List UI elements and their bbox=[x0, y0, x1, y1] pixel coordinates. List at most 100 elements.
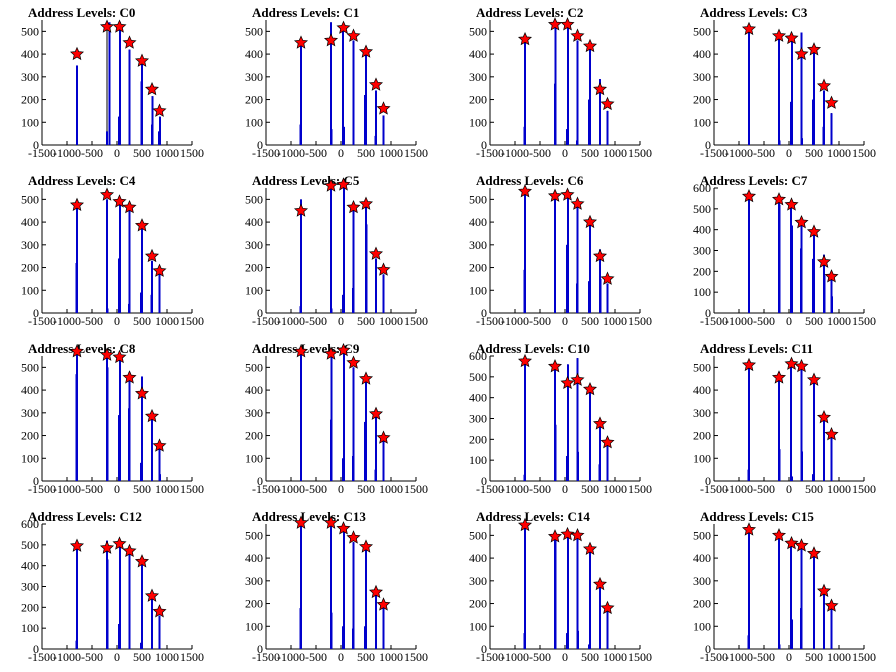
y-tick-label: 100 bbox=[693, 285, 711, 299]
histogram-bar bbox=[382, 440, 385, 481]
star-marker bbox=[570, 28, 585, 42]
x-tick-label: -500 bbox=[529, 650, 551, 664]
histogram-bar bbox=[330, 129, 333, 145]
star-marker bbox=[346, 530, 361, 544]
star-marker bbox=[592, 416, 608, 430]
histogram-bar bbox=[382, 608, 385, 649]
panel-c4: Address Levels: C40100200300400500-1500-… bbox=[21, 173, 204, 328]
histogram-bar bbox=[330, 356, 333, 481]
x-tick-label: -1000 bbox=[725, 146, 753, 160]
star-marker bbox=[517, 353, 533, 368]
star-marker bbox=[794, 46, 809, 61]
star-marker bbox=[794, 538, 809, 552]
histogram-bar bbox=[813, 555, 815, 649]
x-tick-label: -1000 bbox=[277, 146, 305, 160]
panel-title: Address Levels: C14 bbox=[476, 509, 590, 524]
panel-c11: Address Levels: C11 0 100 200 300 400 500 -1500… bbox=[693, 341, 876, 496]
x-tick-label: 1500 bbox=[404, 146, 428, 160]
x-tick-label: 500 bbox=[805, 314, 823, 328]
histogram-bar bbox=[791, 225, 793, 313]
x-tick-label: 500 bbox=[581, 650, 599, 664]
histogram-bar bbox=[523, 474, 526, 481]
y-tick-label: 400 bbox=[245, 551, 263, 565]
x-tick-label: 1000 bbox=[155, 146, 179, 160]
histogram-bar bbox=[830, 608, 833, 649]
panel-title: Address Levels: C3 bbox=[700, 5, 808, 20]
panel-c9: Address Levels: C90100200300400500-1500-… bbox=[245, 341, 428, 496]
histogram-bar bbox=[791, 476, 793, 481]
x-tick-label: -1000 bbox=[725, 482, 753, 496]
histogram-bar bbox=[352, 542, 355, 649]
y-tick-label: 500 bbox=[693, 528, 711, 542]
x-tick-label: -1000 bbox=[501, 482, 529, 496]
y-tick-label: 0 bbox=[257, 138, 263, 152]
histogram-bar bbox=[352, 40, 355, 145]
star-marker bbox=[824, 598, 839, 612]
star-marker bbox=[122, 370, 137, 384]
x-tick-label: 1000 bbox=[379, 314, 403, 328]
x-tick-label: -500 bbox=[305, 482, 327, 496]
star-marker bbox=[323, 346, 339, 360]
x-tick-label: -1000 bbox=[725, 650, 753, 664]
y-tick-label: 0 bbox=[33, 642, 39, 656]
panel-title: Address Levels: C0 bbox=[28, 5, 135, 20]
star-marker bbox=[134, 53, 150, 67]
y-tick-label: 300 bbox=[245, 574, 263, 588]
histogram-bar bbox=[141, 58, 143, 145]
histogram-bar bbox=[576, 40, 579, 145]
histogram-bar bbox=[778, 449, 781, 481]
y-tick-label: 500 bbox=[693, 24, 711, 38]
histogram-bar bbox=[330, 612, 333, 649]
y-tick-label: 300 bbox=[469, 574, 487, 588]
x-tick-label: 0 bbox=[786, 146, 792, 160]
histogram-bar bbox=[778, 533, 780, 649]
histogram-bar bbox=[119, 360, 121, 481]
star-marker bbox=[152, 103, 167, 117]
y-tick-label: 500 bbox=[693, 202, 711, 216]
y-tick-label: 500 bbox=[245, 360, 263, 374]
histogram-bar bbox=[800, 32, 803, 145]
panel-title: Address Levels: C15 bbox=[700, 509, 814, 524]
x-tick-label: 1000 bbox=[379, 482, 403, 496]
star-marker bbox=[582, 214, 598, 229]
x-tick-label: -1500 bbox=[476, 482, 504, 496]
y-tick-label: 200 bbox=[693, 429, 711, 443]
histogram-bar bbox=[813, 229, 815, 313]
x-tick-label: 1000 bbox=[379, 650, 403, 664]
x-tick-label: 500 bbox=[805, 146, 823, 160]
y-tick-label: 300 bbox=[21, 70, 39, 84]
histogram-bar bbox=[128, 49, 131, 145]
histogram-bar bbox=[778, 371, 780, 481]
histogram-bar bbox=[365, 381, 367, 481]
x-tick-label: 1000 bbox=[827, 146, 851, 160]
histogram-bar bbox=[299, 306, 302, 313]
star-marker bbox=[806, 42, 822, 56]
panel-c3: Address Levels: C30100200300400500-1500-… bbox=[693, 5, 876, 160]
histogram-bar bbox=[158, 442, 161, 481]
panel-c7: Address Levels: C7 0 100 200 300 400 500 600 -15… bbox=[693, 173, 876, 328]
star-marker bbox=[816, 583, 832, 598]
histogram-bar bbox=[823, 275, 826, 313]
star-marker bbox=[600, 271, 615, 285]
histogram-bar bbox=[76, 203, 78, 313]
star-marker bbox=[376, 430, 391, 444]
histogram-bar bbox=[791, 35, 793, 146]
star-marker bbox=[122, 199, 137, 214]
panel-c2: Address Levels: C20100200300400500-1500-… bbox=[469, 5, 652, 160]
y-tick-label: 100 bbox=[21, 451, 39, 465]
histogram-bar bbox=[300, 38, 302, 145]
y-tick-label: 400 bbox=[693, 47, 711, 61]
x-tick-label: -1000 bbox=[53, 482, 81, 496]
histogram-bar bbox=[567, 364, 569, 481]
y-tick-label: 100 bbox=[469, 619, 487, 633]
star-marker bbox=[144, 248, 160, 263]
star-marker bbox=[824, 427, 839, 441]
star-marker bbox=[547, 17, 563, 31]
y-tick-label: 0 bbox=[257, 306, 263, 320]
histogram-bar bbox=[576, 358, 579, 481]
star-marker bbox=[293, 203, 309, 217]
y-tick-label: 300 bbox=[469, 412, 487, 426]
histogram-bar bbox=[352, 367, 355, 481]
histogram-bar bbox=[554, 539, 557, 649]
